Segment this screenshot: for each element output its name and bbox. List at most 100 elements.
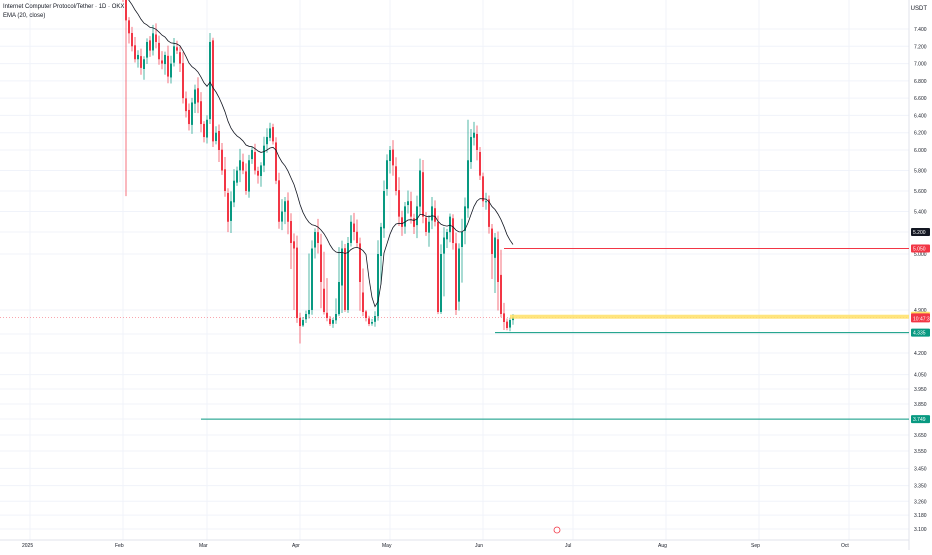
candle-body [239,160,241,171]
price-label-ema: 5.200 [913,230,926,236]
candle-body [197,88,199,103]
candle-body [191,102,193,125]
candle-body [143,59,145,70]
candle-body [350,221,352,243]
candle-body [356,231,358,243]
candle-body [179,52,181,64]
replay-marker-icon [553,526,561,534]
price-tick-label: 4.200 [914,351,927,357]
candle-body [158,42,160,60]
candle-body [422,172,424,217]
candle-body [326,312,328,318]
candle-body [347,243,349,311]
candle-body [170,63,172,78]
candle-body [425,217,427,232]
candle-body [380,226,382,256]
candle-body [221,149,223,171]
candle-body [131,33,133,47]
candle-body [428,221,430,233]
candle-body [140,56,142,68]
price-tick-label: 7.200 [914,44,927,50]
price-label-support: 3.749 [913,417,926,423]
candle-body [272,127,274,142]
price-tick-label: 3.100 [914,527,927,533]
candle-body [509,320,511,328]
candle-body [392,149,394,166]
price-tick-label: 6.600 [914,96,927,102]
candle-body [464,206,466,231]
candle-body [209,41,211,120]
candle-body [416,206,418,226]
candle-body [368,318,370,324]
price-tick-label: 3.180 [914,513,927,519]
currency-label: USDT [910,6,927,12]
candle-body [500,274,502,314]
price-tick-label: 3.260 [914,499,927,505]
candle-body [419,170,421,207]
candle-body [245,171,247,191]
highlight-zone [510,314,909,319]
symbol-title: Internet Computer Protocol/Tether · 1D ·… [3,4,125,10]
candle-body [494,237,496,258]
candle-body [329,318,331,324]
candle-body [503,313,505,322]
time-tick-label: 2025 [22,543,33,549]
candle-body [200,101,202,125]
price-tick-label: 6.200 [914,131,927,137]
chart-legend: Internet Computer Protocol/Tether · 1D ·… [3,3,124,21]
candle-body [230,201,232,221]
candle-body [362,292,364,312]
price-tick-label: 5.600 [914,189,927,195]
candle-body [440,254,442,312]
candle-body [203,123,205,138]
price-tick-label: 3.350 [914,484,927,490]
candle-body [320,244,322,282]
candle-body [410,201,412,217]
candle-body [446,232,448,240]
candle-body [125,0,127,21]
candle-body [248,160,250,192]
price-tick-label: 3.650 [914,433,927,439]
candle-body [218,131,220,150]
candle-body [284,201,286,212]
price-tick-label: 5.400 [914,210,927,216]
candle-body [413,218,415,227]
ema-line [128,0,514,308]
candle-body [482,176,484,202]
time-tick-label: Jul [565,543,571,549]
candle-body [383,191,385,229]
candle-body [461,232,463,247]
candle-body [194,89,196,104]
time-tick-label: Feb [115,543,124,549]
candle-body [134,45,136,60]
candle-body [338,282,340,315]
candle-body [404,206,406,227]
price-label-support: 4.335 [913,331,926,337]
time-tick-label: Jun [475,543,483,549]
candle-body [173,46,175,63]
candle-body [149,40,151,51]
candle-body [473,132,475,138]
time-tick-label: Apr [292,543,300,549]
candle-body [491,228,493,254]
time-tick-label: Sep [751,543,760,549]
time-tick-label: Aug [658,543,667,549]
price-label-badge-countdown [911,314,930,323]
candle-body [296,247,298,318]
candle-body [263,145,265,166]
candle-body [374,316,376,322]
price-tick-label: 3.550 [914,449,927,455]
candle-body [458,248,460,302]
candle-body [215,132,217,142]
candle-body [452,218,454,243]
candle-body [443,237,445,254]
candle-body [371,322,373,324]
candle-body [323,288,325,312]
candle-body [365,311,367,318]
candle-body [470,137,472,163]
candle-body [497,239,499,282]
price-label-resistance: 5.050 [913,247,926,253]
candle-body [185,98,187,112]
